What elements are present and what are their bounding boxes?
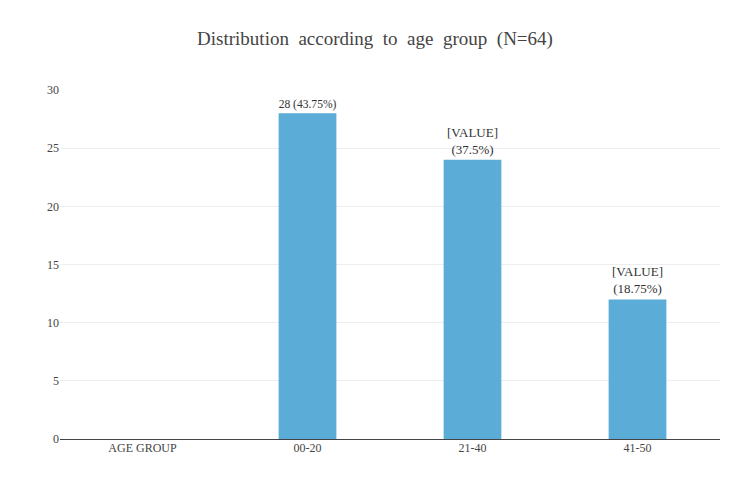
svg-text:AGE GROUP: AGE GROUP [108,441,177,455]
svg-text:20: 20 [47,200,59,214]
svg-text:30: 30 [47,83,59,97]
svg-text:5: 5 [53,374,59,388]
svg-text:28 (43.75%): 28 (43.75%) [279,98,337,111]
svg-text:25: 25 [47,141,59,155]
svg-text:[VALUE](37.5%): [VALUE](37.5%) [447,125,498,157]
svg-text:41-50: 41-50 [624,441,652,455]
svg-text:[VALUE](18.75%): [VALUE](18.75%) [612,264,663,296]
svg-text:0: 0 [53,432,59,446]
svg-text:00-20: 00-20 [294,441,322,455]
svg-text:Distribution according to a: Distribution according to age group (N=6… [197,28,553,50]
svg-text:10: 10 [47,316,59,330]
svg-text:15: 15 [47,258,59,272]
svg-text:21-40: 21-40 [459,441,487,455]
